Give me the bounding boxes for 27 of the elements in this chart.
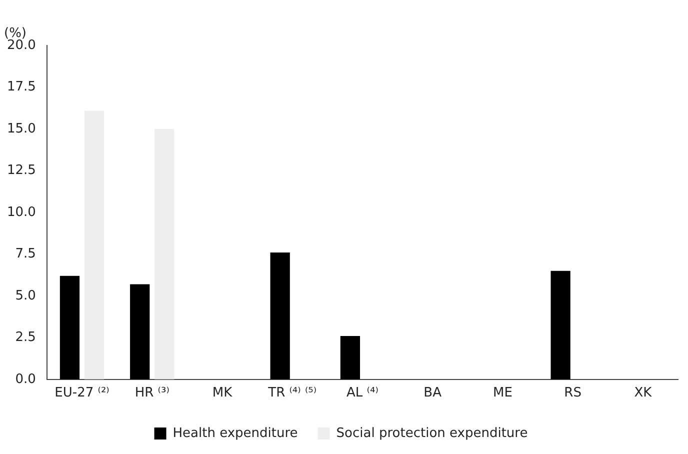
y-tick-label: 20.0 xyxy=(6,38,36,53)
bar xyxy=(130,284,150,380)
x-tick-label: EU-27 ⁽²⁾ xyxy=(54,386,110,401)
y-tick-label: 10.0 xyxy=(6,204,36,220)
legend-label: Health expenditure xyxy=(172,426,298,441)
legend-label: Social protection expenditure xyxy=(336,426,528,441)
x-tick-label: XK xyxy=(634,386,652,401)
x-tick-label: RS xyxy=(564,386,582,401)
bar xyxy=(154,129,174,380)
y-tick-label: 17.5 xyxy=(6,80,36,95)
bar xyxy=(270,252,290,380)
x-tick-label: BA xyxy=(424,386,442,401)
bar xyxy=(60,276,80,380)
y-tick-label: 2.5 xyxy=(15,330,36,346)
bar xyxy=(550,270,570,380)
y-tick-label: 12.5 xyxy=(6,163,36,178)
y-tick-label: 0.0 xyxy=(15,372,36,387)
x-tick-label: TR ⁽⁴⁾ ⁽⁵⁾ xyxy=(267,386,317,401)
x-tick-label: AL ⁽⁴⁾ xyxy=(346,386,378,401)
bar xyxy=(84,110,104,380)
x-tick-label: HR ⁽³⁾ xyxy=(134,386,170,401)
y-tick-label: 15.0 xyxy=(6,121,36,136)
y-tick-label: 7.5 xyxy=(15,246,36,262)
bar xyxy=(340,336,360,380)
x-tick-label: MK xyxy=(212,386,233,401)
y-tick-label: 5.0 xyxy=(15,288,36,304)
x-tick-label: ME xyxy=(492,386,512,401)
